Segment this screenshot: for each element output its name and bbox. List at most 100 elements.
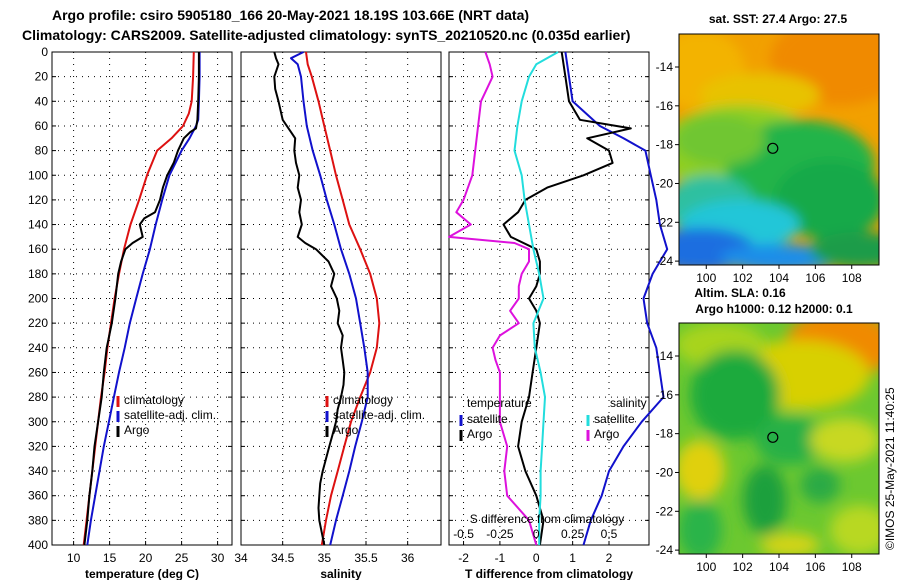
- s-axis-label: S difference from climatology: [470, 512, 625, 526]
- x-tick-label: 34: [234, 551, 248, 565]
- salinity-panel: 34.5 35 35.5 36 34 salinity climatologysatelli…: [234, 51, 442, 580]
- x-tick-label: 35.5: [354, 551, 378, 565]
- legend-label: Argo: [594, 427, 620, 441]
- x-tick-label: -2: [458, 551, 469, 565]
- x-tick-label: 0: [533, 551, 540, 565]
- y-tick-label: 380: [28, 513, 48, 527]
- x-axis-label: T difference from climatology: [465, 567, 633, 580]
- temperature-panel: 10 15 20 25 30 temperature (deg C) 0 20 40 60 80 10…: [28, 45, 233, 580]
- series-line-satellite-adj-clim-: [290, 51, 369, 546]
- x-tick-label: 2: [606, 551, 613, 565]
- y-tick-label: 140: [28, 218, 48, 232]
- x-tick-label: 30: [211, 551, 225, 565]
- y-tick-label: 60: [35, 119, 49, 133]
- map-y-tick-label: -22: [656, 215, 674, 229]
- y-tick-label: 180: [28, 267, 48, 281]
- map-x-tick-label: 106: [805, 560, 825, 574]
- map-y-tick-label: -24: [656, 543, 674, 557]
- legend-header: temperature: [467, 396, 532, 410]
- y-tick-label: 300: [28, 415, 48, 429]
- sst-map-field: [679, 34, 879, 265]
- argo-position-marker: [767, 431, 779, 443]
- x-axis-label: salinity: [320, 567, 362, 580]
- series-line-climatology: [305, 51, 381, 546]
- title-line-2: Climatology: CARS2009. Satellite-adjuste…: [22, 27, 630, 43]
- map-x-tick-label: 102: [733, 271, 753, 285]
- legend-label: Argo: [467, 427, 493, 441]
- y-tick-label: 240: [28, 341, 48, 355]
- map-x-tick-label: 102: [733, 560, 753, 574]
- y-tick-label: 220: [28, 316, 48, 330]
- x-tick-label: 34.5: [271, 551, 295, 565]
- y-tick-label: 340: [28, 464, 48, 478]
- title-line-1: Argo profile: csiro 5905180_166 20-May-2…: [52, 7, 529, 23]
- sla-map-field: [679, 323, 879, 554]
- legend-label: climatology: [333, 393, 393, 407]
- legend-label: satellite-adj. clim.: [333, 408, 425, 422]
- legend-label: Argo: [333, 423, 359, 437]
- s-tick-label: 0.25: [561, 527, 585, 541]
- y-tick-label: 0: [41, 45, 48, 59]
- s-tick-label: 0: [533, 527, 540, 541]
- y-tick-label: 400: [28, 538, 48, 552]
- y-tick-label: 360: [28, 489, 48, 503]
- legend-label: satellite: [594, 412, 635, 426]
- difference-panel: -2 -1 0 1 2 T difference from climatology temp…: [448, 51, 669, 580]
- map-x-tick-label: 108: [842, 271, 862, 285]
- x-tick-label: 15: [103, 551, 117, 565]
- map-y-tick-label: -16: [656, 388, 674, 402]
- map-y-tick-label: -24: [656, 254, 674, 268]
- x-axis-label: temperature (deg C): [85, 567, 199, 580]
- map-x-tick-label: 108: [842, 560, 862, 574]
- legend-header: salinity: [610, 396, 647, 410]
- s-tick-label: 0.5: [601, 527, 618, 541]
- sla-map-title: Altim. SLA: 0.16: [694, 286, 786, 300]
- x-tick-label: 1: [569, 551, 576, 565]
- legend-label: climatology: [124, 393, 184, 407]
- legend-label: Argo: [124, 423, 150, 437]
- map-x-tick-label: 100: [696, 271, 716, 285]
- series-line-argo: [273, 51, 346, 546]
- series-line-s-argo: [448, 51, 538, 546]
- series-line-t-argo: [502, 51, 632, 546]
- series-line-s-satellite: [513, 51, 559, 545]
- map-x-tick-label: 106: [805, 271, 825, 285]
- sst-map-axes: 100 102 104 106 108 -14 -16 -18 -20 -22 -24: [656, 60, 862, 285]
- y-tick-label: 20: [35, 70, 49, 84]
- s-tick-label: -0.5: [453, 527, 474, 541]
- legend-label: satellite-adj. clim.: [124, 408, 216, 422]
- map-y-tick-label: -14: [656, 60, 674, 74]
- y-tick-label: 280: [28, 390, 48, 404]
- x-tick-label: 20: [139, 551, 153, 565]
- sla-map-subtitle: Argo h1000: 0.12 h2000: 0.1: [695, 302, 853, 316]
- x-tick-label: 36: [401, 551, 415, 565]
- y-tick-label: 260: [28, 365, 48, 379]
- y-tick-label: 100: [28, 168, 48, 182]
- sst-map-title: sat. SST: 27.4 Argo: 27.5: [709, 12, 848, 26]
- map-y-tick-label: -18: [656, 427, 674, 441]
- argo-position-marker: [767, 142, 779, 154]
- map-y-tick-label: -20: [656, 176, 674, 190]
- legend-label: satellite: [467, 412, 508, 426]
- sla-map-axes: 100 102 104 106 108 -14 -16 -18 -20 -22 -24: [656, 349, 862, 574]
- s-tick-label: -0.25: [486, 527, 514, 541]
- y-tick-label: 320: [28, 439, 48, 453]
- map-y-tick-label: -22: [656, 504, 674, 518]
- y-tick-label: 80: [35, 144, 49, 158]
- imos-credit: ©IMOS 25-May-2021 11:40:25: [883, 387, 897, 550]
- y-tick-label: 160: [28, 242, 48, 256]
- map-y-tick-label: -20: [656, 465, 674, 479]
- x-tick-label: 35: [318, 551, 332, 565]
- x-tick-label: 10: [67, 551, 81, 565]
- map-x-tick-label: 104: [769, 560, 789, 574]
- map-y-tick-label: -18: [656, 138, 674, 152]
- y-tick-label: 40: [35, 94, 49, 108]
- y-tick-label: 200: [28, 292, 48, 306]
- x-tick-label: 25: [175, 551, 189, 565]
- y-tick-label: 120: [28, 193, 48, 207]
- map-y-tick-label: -14: [656, 349, 674, 363]
- series-line-argo: [83, 52, 200, 546]
- map-x-tick-label: 100: [696, 560, 716, 574]
- x-tick-label: -1: [495, 551, 506, 565]
